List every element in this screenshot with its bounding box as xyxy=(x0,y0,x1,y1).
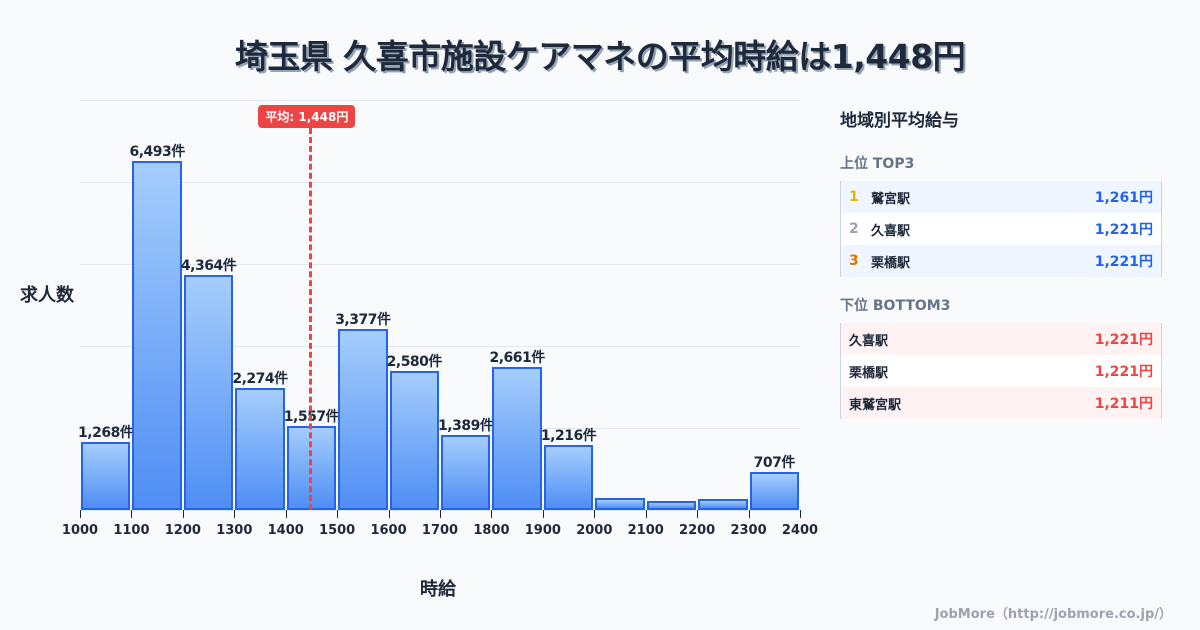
rank-number: 3 xyxy=(849,253,859,269)
histogram-bar xyxy=(646,500,697,510)
wage-value: 1,221円 xyxy=(1094,254,1153,270)
x-tick xyxy=(594,510,596,518)
station-name: 栗橋駅 xyxy=(871,255,911,271)
x-tick-label: 1400 xyxy=(267,523,304,538)
x-tick-label: 2000 xyxy=(576,523,613,538)
rank-number: 1 xyxy=(849,189,859,205)
bar-value-label: 2,580件 xyxy=(386,354,443,371)
x-tick xyxy=(748,510,750,518)
wage-value: 1,211円 xyxy=(1094,396,1153,412)
histogram-bar xyxy=(235,387,285,510)
panel-title: 地域別平均給与 xyxy=(840,111,959,131)
x-tick xyxy=(697,510,699,518)
bottom3-heading: 下位 BOTTOM3 xyxy=(840,298,951,314)
histogram-bar xyxy=(749,472,799,510)
histogram-bar xyxy=(492,367,542,510)
average-line xyxy=(309,128,313,510)
list-item: 栗橋駅 1,221円 xyxy=(841,355,1161,387)
x-tick-label: 2400 xyxy=(781,523,819,538)
footer-credit: JobMore（http://jobmore.co.jp/） xyxy=(934,607,1172,622)
x-tick-label: 2200 xyxy=(679,523,716,538)
regional-salary-panel: 地域別平均給与 上位 TOP3 1 鷲宮駅 1,261円 2 久喜駅 1,221… xyxy=(840,100,1162,419)
bar-value-label: 1,216件 xyxy=(540,427,597,444)
wage-value: 1,221円 xyxy=(1094,332,1153,348)
gridline xyxy=(80,346,800,347)
x-tick-label: 1800 xyxy=(473,523,510,538)
gridline xyxy=(80,100,800,101)
bar-value-label: 1,389件 xyxy=(438,418,494,435)
x-tick-label: 1300 xyxy=(216,523,253,538)
bar-value-label: 2,661件 xyxy=(489,350,545,366)
bottom3-list: 久喜駅 1,221円 栗橋駅 1,221円 東鷲宮駅 1,211円 xyxy=(840,323,1162,419)
x-tick xyxy=(80,510,81,518)
list-item: 1 鷲宮駅 1,261円 xyxy=(841,181,1161,213)
station-name: 東鷲宮駅 xyxy=(849,397,902,413)
x-tick xyxy=(234,510,236,518)
histogram-bar xyxy=(81,441,131,510)
gridline xyxy=(80,182,800,183)
x-tick xyxy=(337,510,339,518)
x-tick xyxy=(491,510,493,518)
wage-value: 1,221円 xyxy=(1094,222,1153,238)
average-badge: 平均: 1,448円 xyxy=(258,105,356,128)
histogram-bar xyxy=(389,371,439,510)
station-name: 栗橋駅 xyxy=(849,365,889,381)
x-tick xyxy=(800,510,801,518)
station-name: 久喜駅 xyxy=(849,333,889,349)
x-tick-label: 1900 xyxy=(524,523,561,538)
x-tick-label: 1000 xyxy=(61,523,99,538)
x-tick xyxy=(131,510,133,518)
histogram-bar xyxy=(595,498,645,510)
x-tick xyxy=(542,510,544,518)
list-item: 3 栗橋駅 1,221円 xyxy=(841,245,1161,277)
gridline xyxy=(80,264,800,265)
histogram-bar xyxy=(338,328,388,510)
bar-value-label: 3,377件 xyxy=(335,311,391,328)
x-tick xyxy=(285,510,287,518)
wage-value: 1,221円 xyxy=(1094,364,1153,380)
list-item: 久喜駅 1,221円 xyxy=(841,323,1161,355)
x-tick-label: 2300 xyxy=(730,523,767,538)
x-tick-label: 1600 xyxy=(370,523,407,538)
x-tick xyxy=(440,510,441,518)
top3-heading: 上位 TOP3 xyxy=(840,156,915,172)
station-name: 久喜駅 xyxy=(871,223,911,239)
rank-number: 2 xyxy=(849,221,859,237)
bar-value-label: 1,268件 xyxy=(78,424,134,441)
list-item: 東鷲宮駅 1,211円 xyxy=(841,387,1161,419)
x-tick-label: 1100 xyxy=(113,523,150,538)
histogram-bar xyxy=(543,444,594,510)
bar-value-label: 707件 xyxy=(753,455,796,471)
histogram-bar xyxy=(441,435,491,510)
bar-value-label: 2,274件 xyxy=(232,370,288,387)
top3-list: 1 鷲宮駅 1,261円 2 久喜駅 1,221円 3 栗橋駅 1,221円 xyxy=(840,181,1162,277)
histogram-bar xyxy=(183,275,234,510)
wage-value: 1,261円 xyxy=(1094,190,1153,206)
x-tick-label: 1700 xyxy=(421,523,459,538)
histogram-bar xyxy=(132,161,182,510)
x-tick-label: 2100 xyxy=(627,523,664,538)
x-tick xyxy=(182,510,184,518)
station-name: 鷲宮駅 xyxy=(871,191,911,207)
page-title: 埼玉県 久喜市施設ケアマネの平均時給は1,448円 xyxy=(234,37,966,76)
y-axis-label: 求人数 xyxy=(20,285,74,306)
x-tick xyxy=(388,510,390,518)
list-item: 2 久喜駅 1,221円 xyxy=(841,213,1161,245)
gridline xyxy=(80,428,800,429)
histogram-chart: 求人数 時給 1,268件 6,493件 4,364件 2,274件 1,557件 3,3… xyxy=(20,100,819,600)
x-tick-label: 1500 xyxy=(319,523,356,538)
x-tick-label: 1200 xyxy=(164,523,201,538)
x-axis-label: 時給 xyxy=(420,579,456,600)
bar-value-label: 6,493件 xyxy=(129,144,185,161)
x-tick xyxy=(645,510,647,518)
bar-value-label: 4,364件 xyxy=(180,258,237,275)
histogram-bar xyxy=(698,499,748,510)
